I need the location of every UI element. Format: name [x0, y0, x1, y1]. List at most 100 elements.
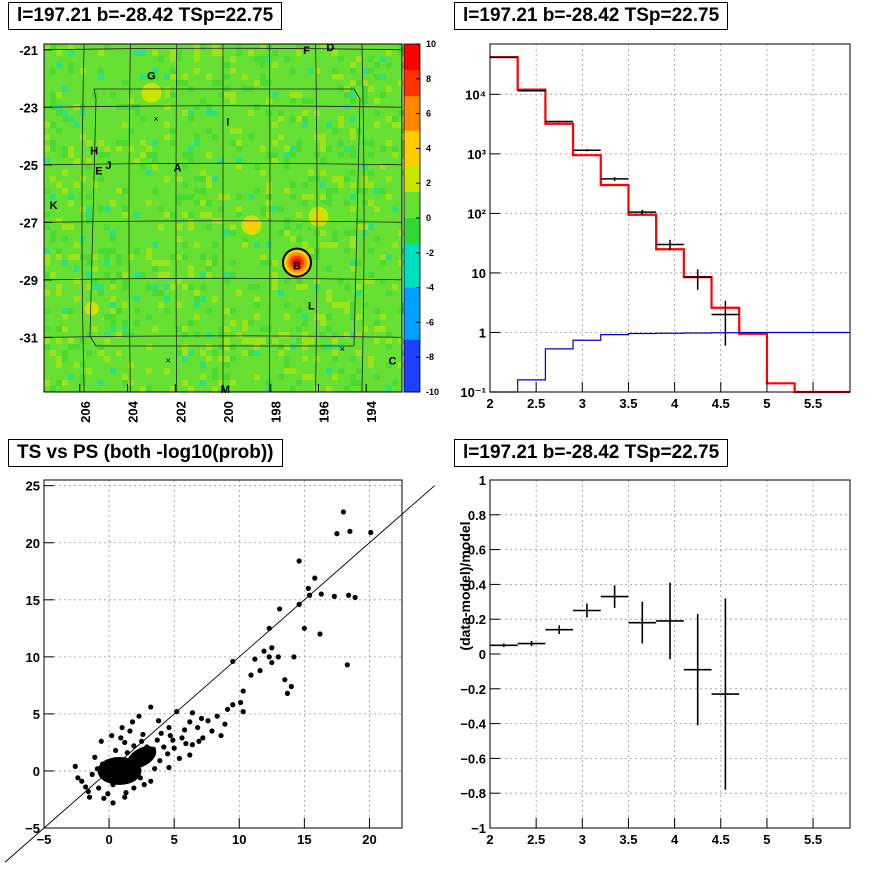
skymap-pixel: [44, 248, 50, 254]
skymap-pixel: [368, 68, 374, 74]
skymap-pixel: [278, 302, 284, 308]
scatter-y-tick-label: 0: [33, 764, 40, 779]
residual-y-tick-label: −0.4: [460, 717, 486, 732]
skymap-pixel: [344, 182, 350, 188]
skymap-pixel: [254, 296, 260, 302]
scatter-point: [240, 688, 246, 694]
skymap-pixel: [68, 50, 74, 56]
colorbar-tick-label: 10: [426, 39, 436, 49]
colorbar-tick-label: -8: [426, 352, 434, 362]
skymap-pixel: [104, 224, 110, 230]
skymap-pixel: [218, 236, 224, 242]
skymap-pixel: [104, 146, 110, 152]
residual-y-tick-label: 1: [479, 473, 486, 488]
scatter-point: [165, 751, 171, 757]
skymap-pixel: [260, 80, 266, 86]
skymap-pixel: [224, 356, 230, 362]
skymap-pixel: [296, 212, 302, 218]
skymap-pixel: [56, 254, 62, 260]
skymap-pixel: [44, 170, 50, 176]
scatter-point: [72, 763, 78, 769]
skymap-pixel: [362, 206, 368, 212]
skymap-pixel: [164, 212, 170, 218]
skymap-pixel: [152, 266, 158, 272]
skymap-pixel: [350, 170, 356, 176]
skymap-pixel: [218, 380, 224, 386]
skymap-pixel: [284, 164, 290, 170]
skymap-pixel: [68, 68, 74, 74]
colorbar-segment: [404, 96, 420, 106]
skymap-pixel: [218, 80, 224, 86]
skymap-pixel: [170, 380, 176, 386]
skymap-pixel: [350, 224, 356, 230]
skymap-pixel: [218, 344, 224, 350]
skymap-pixel: [116, 212, 122, 218]
skymap-pixel: [296, 224, 302, 230]
skymap-pixel: [386, 338, 392, 344]
skymap-pixel: [260, 206, 266, 212]
skymap-pixel: [236, 158, 242, 164]
skymap-pixel: [62, 266, 68, 272]
skymap-pixel: [44, 260, 50, 266]
scatter-point: [218, 732, 224, 739]
skymap-pixel: [272, 230, 278, 236]
skymap-pixel: [272, 206, 278, 212]
skymap-pixel: [218, 206, 224, 212]
skymap-pixel: [182, 332, 188, 338]
skymap-pixel: [362, 248, 368, 254]
skymap-pixel: [392, 266, 398, 272]
skymap-pixel: [146, 272, 152, 278]
skymap-pixel: [338, 140, 344, 146]
skymap-pixel: [320, 194, 326, 200]
skymap-pixel: [230, 230, 236, 236]
skymap-pixel: [50, 350, 56, 356]
skymap-pixel: [278, 134, 284, 140]
skymap-x-tick-label: 196: [316, 401, 331, 423]
scatter-point: [111, 775, 117, 781]
skymap-pixel: [362, 344, 368, 350]
skymap-pixel: [338, 362, 344, 368]
skymap-pixel: [314, 110, 320, 116]
skymap-pixel: [176, 236, 182, 242]
skymap-pixel: [254, 122, 260, 128]
skymap-pixel: [230, 320, 236, 326]
skymap-pixel: [302, 344, 308, 350]
skymap-pixel: [212, 374, 218, 380]
skymap-pixel: [248, 284, 254, 290]
skymap-x-tick-label: 194: [364, 400, 379, 422]
skymap-pixel: [248, 194, 254, 200]
skymap-pixel: [254, 254, 260, 260]
residual-y-tick-label: 0.8: [468, 508, 486, 523]
scatter-point: [346, 592, 352, 598]
skymap-pixel: [182, 140, 188, 146]
skymap-pixel: [326, 308, 332, 314]
skymap-pixel: [188, 146, 194, 152]
skymap-pixel: [200, 374, 206, 380]
skymap-pixel: [80, 50, 86, 56]
skymap-pixel: [374, 206, 380, 212]
skymap-pixel: [350, 356, 356, 362]
skymap-pixel: [62, 362, 68, 368]
scatter-point: [257, 667, 263, 674]
skymap-y-tick-label: -23: [19, 100, 38, 115]
skymap-pixel: [392, 182, 398, 188]
skymap-pixel: [350, 182, 356, 188]
skymap-pixel: [128, 128, 134, 134]
residual-chart: 2 2.5 3 3.5 4 4.5 5 5.5 1 0.8 0.6 0.4 0.2 0 −0.2 −0.4 −0…: [457, 473, 851, 847]
skymap-pixel: [386, 386, 392, 392]
scatter-point: [301, 625, 307, 631]
colorbar-segment: [404, 44, 420, 54]
colorbar-segment: [404, 287, 420, 297]
skymap-pixel: [236, 308, 242, 314]
skymap-pixel: [206, 104, 212, 110]
scatter-point: [94, 766, 100, 772]
skymap-pixel: [200, 68, 206, 74]
scatter-x-tick-label: 0: [105, 832, 112, 847]
skymap-source-label: M: [221, 384, 230, 396]
skymap-pixel: [254, 74, 260, 80]
skymap-pixel: [362, 182, 368, 188]
skymap-pixel: [242, 134, 248, 140]
skymap-pixel: [182, 380, 188, 386]
skymap-pixel: [332, 104, 338, 110]
skymap-pixel: [284, 230, 290, 236]
